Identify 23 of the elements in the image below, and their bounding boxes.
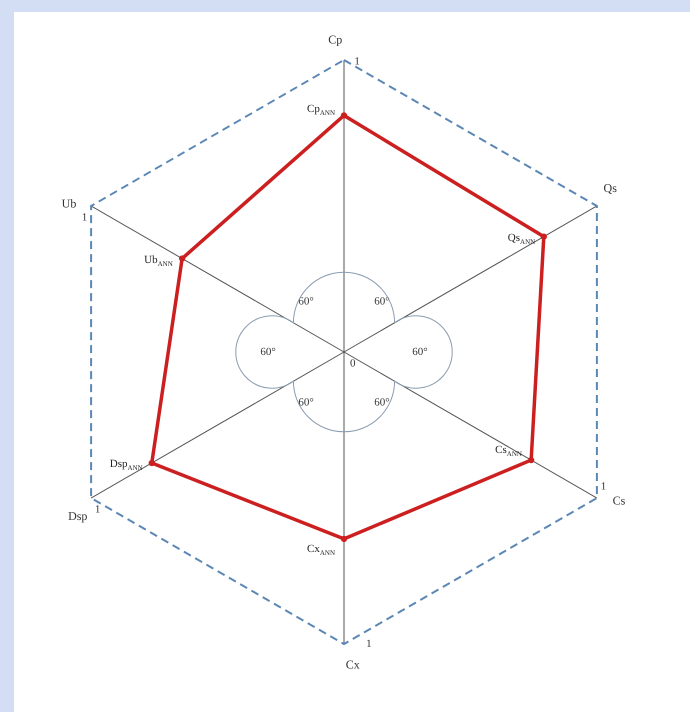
y-tick-label: 0 <box>350 358 356 370</box>
text: ANN <box>320 549 336 558</box>
text: ANN <box>158 260 173 268</box>
text: 60° <box>374 396 390 409</box>
text: ANN <box>320 110 336 118</box>
text: 60° <box>298 396 314 409</box>
category-label: Dsp <box>68 508 88 523</box>
text: ANN <box>506 450 522 458</box>
text: 1 <box>94 503 100 516</box>
text: 1 <box>366 638 372 650</box>
text: 60° <box>298 295 314 308</box>
text: ANN <box>520 238 536 246</box>
text: ANN <box>128 464 143 472</box>
text: 60° <box>260 346 276 358</box>
category-label: Ub <box>62 196 76 210</box>
category-label: Cx <box>346 657 360 672</box>
category-label: Qs <box>604 181 617 196</box>
category-label: Cs <box>612 494 626 508</box>
text: 1 <box>354 55 360 68</box>
text: 60° <box>374 295 390 308</box>
text: 1 <box>82 211 88 224</box>
category-label: Cp <box>328 32 342 47</box>
text: 60° <box>412 346 428 358</box>
